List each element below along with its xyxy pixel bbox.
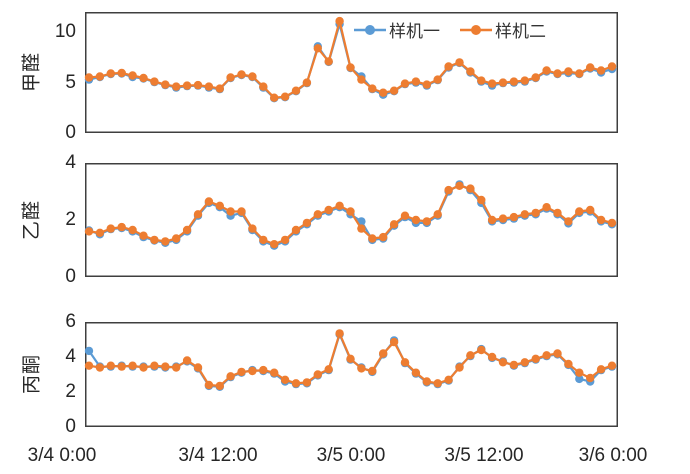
y-tick-label: 2 bbox=[65, 209, 76, 230]
acetaldehyde-plot-area bbox=[84, 163, 618, 277]
formaldehyde-plot-area bbox=[84, 12, 618, 133]
y-tick-label: 0 bbox=[65, 266, 76, 287]
legend-label: 样机一 bbox=[389, 22, 440, 41]
legend-item-prototype-2: 样机二 bbox=[460, 17, 546, 42]
x-tick-label: 3/4 12:00 bbox=[178, 445, 258, 466]
x-tick-label: 3/5 0:00 bbox=[316, 445, 386, 466]
line-dot-marker-icon bbox=[354, 23, 386, 37]
y-tick-label: 10 bbox=[54, 21, 76, 42]
legend-item-prototype-1: 样机一 bbox=[354, 17, 440, 42]
y-tick-label: 6 bbox=[65, 311, 76, 332]
legend-label: 样机二 bbox=[495, 22, 546, 41]
y-tick-label: 4 bbox=[65, 152, 76, 173]
x-tick-label: 3/5 12:00 bbox=[444, 445, 524, 466]
y-tick-label: 0 bbox=[65, 416, 76, 437]
line-dot-marker-icon bbox=[460, 23, 492, 37]
acetone-plot-area bbox=[84, 322, 618, 427]
x-tick-label: 3/4 0:00 bbox=[27, 445, 97, 466]
x-tick-label: 3/6 0:00 bbox=[578, 445, 648, 466]
y-tick-label: 4 bbox=[65, 346, 76, 367]
y-tick-label: 2 bbox=[65, 381, 76, 402]
y-tick-label: 0 bbox=[65, 122, 76, 143]
y-tick-label: 5 bbox=[65, 72, 76, 93]
legend: 样机一 样机二 bbox=[354, 17, 546, 42]
